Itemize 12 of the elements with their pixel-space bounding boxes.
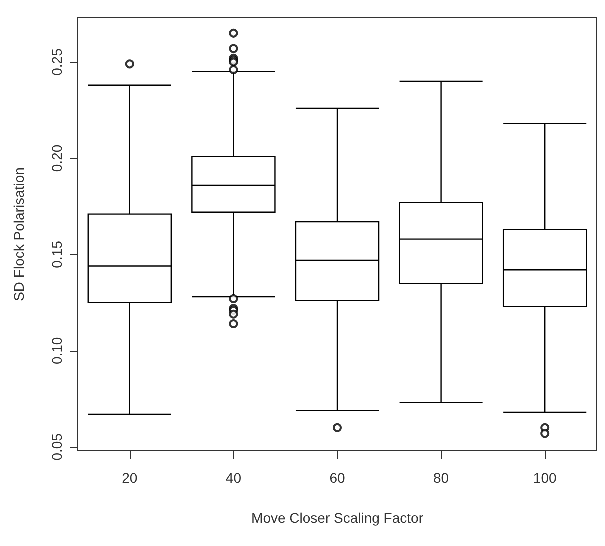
- y-tick-label: 0.15: [49, 240, 65, 268]
- x-tick-label: 40: [226, 470, 242, 486]
- y-tick-label: 0.10: [49, 337, 65, 365]
- y-tick-label: 0.20: [49, 144, 65, 172]
- y-axis-title: SD Flock Polarisation: [11, 168, 27, 302]
- x-tick-label: 100: [533, 470, 557, 486]
- y-tick-label: 0.25: [49, 48, 65, 76]
- x-tick-label: 60: [330, 470, 346, 486]
- x-tick-label: 80: [434, 470, 450, 486]
- x-axis-title: Move Closer Scaling Factor: [252, 510, 424, 526]
- y-tick-label: 0.05: [49, 433, 65, 461]
- x-tick-label: 20: [122, 470, 138, 486]
